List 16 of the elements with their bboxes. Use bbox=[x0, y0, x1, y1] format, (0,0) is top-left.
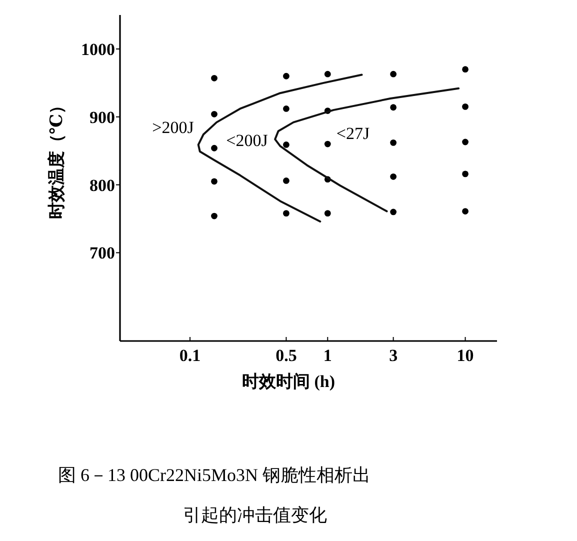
y-tick-label: 700 bbox=[90, 244, 115, 263]
x-axis-title: 时效时间 (h) bbox=[242, 372, 336, 391]
x-tick-label: 0.1 bbox=[179, 346, 201, 365]
annotation: <27J bbox=[336, 124, 370, 143]
x-tick-label: 1 bbox=[323, 346, 332, 365]
annotation: >200J bbox=[152, 118, 194, 137]
caption: 图 6－13 00Cr22Ni5Mo3N 钢脆性相析出 bbox=[58, 465, 371, 485]
text: 引起的冲击值变化 bbox=[183, 505, 327, 525]
annotation: <200J bbox=[226, 131, 268, 150]
x-tick-label: 3 bbox=[389, 346, 398, 365]
y-tick-label: 800 bbox=[90, 176, 115, 195]
y-tick-label: 1000 bbox=[81, 40, 115, 59]
y-axis-title: 时效温度（℃） bbox=[47, 96, 66, 220]
y-tick-label: 900 bbox=[90, 108, 115, 127]
x-tick-label: 10 bbox=[456, 346, 474, 365]
x-tick-label: 0.5 bbox=[276, 346, 297, 365]
